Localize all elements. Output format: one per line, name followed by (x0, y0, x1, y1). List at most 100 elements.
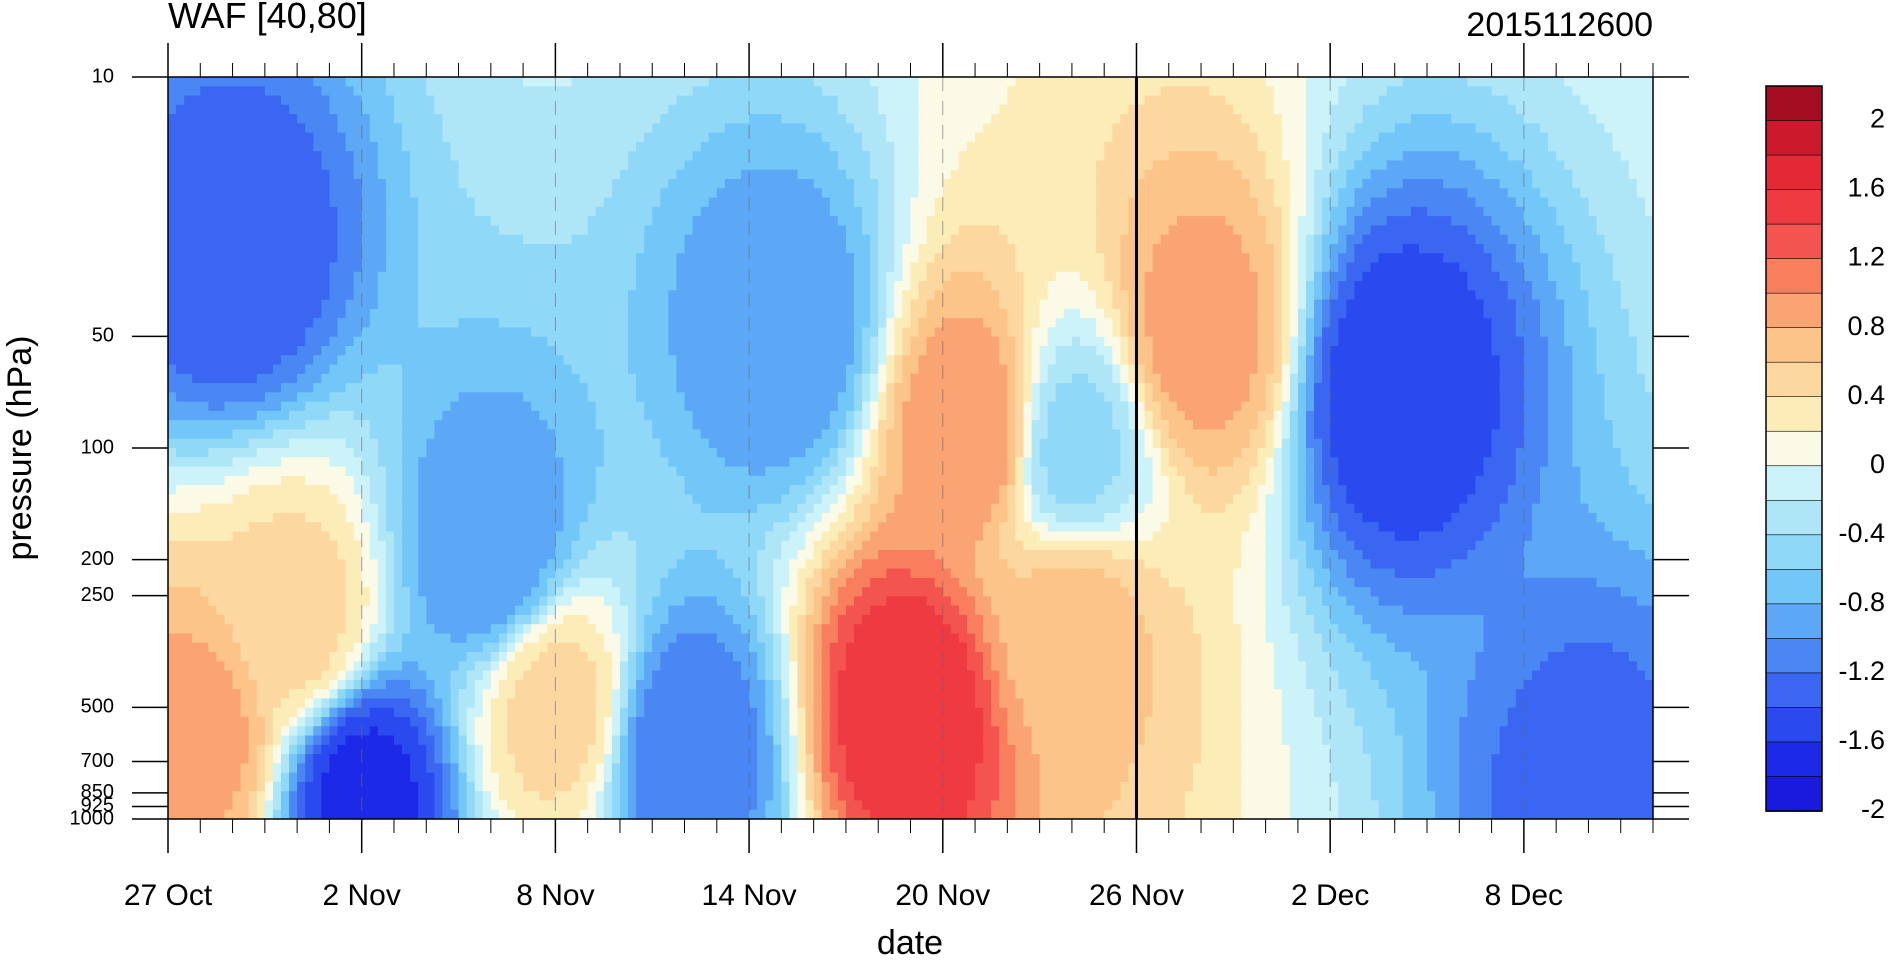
heat-cell (410, 225, 419, 236)
heat-cell (1548, 271, 1557, 282)
heat-cell (531, 262, 540, 273)
heat-cell (837, 104, 847, 115)
heat-cell (579, 141, 589, 152)
heat-cell (289, 77, 298, 87)
heat-cell (1507, 234, 1517, 245)
heat-cell (329, 132, 339, 143)
heat-cell (523, 243, 532, 254)
heat-cell (571, 243, 581, 254)
heat-cell (1071, 86, 1081, 97)
heat-cell (1136, 206, 1146, 217)
heat-cell (886, 132, 895, 143)
heat-cell (902, 104, 912, 115)
heat-cell (305, 123, 314, 134)
heat-cell (934, 151, 944, 162)
heat-cell (426, 216, 435, 227)
heat-cell (474, 318, 484, 329)
heat-cell (280, 114, 290, 124)
heat-cell (1427, 188, 1436, 199)
heat-cell (289, 281, 298, 291)
heat-cell (1096, 290, 1105, 301)
heat-cell (498, 95, 508, 106)
heat-cell (393, 281, 403, 291)
heat-cell (1233, 206, 1242, 217)
heat-cell (886, 225, 895, 236)
heat-cell (1362, 318, 1372, 329)
heat-cell (393, 216, 403, 227)
heat-cell (1225, 123, 1234, 134)
heat-cell (1055, 271, 1065, 282)
heat-cell (305, 216, 314, 227)
heat-cell (773, 262, 782, 273)
heat-cell (1039, 114, 1049, 124)
heat-cell (450, 262, 460, 273)
heat-cell (1176, 308, 1186, 319)
heat-cell (1475, 104, 1485, 115)
heat-cell (410, 169, 419, 180)
heat-cell (1112, 160, 1121, 171)
heat-cell (1257, 262, 1267, 273)
heat-cell (1644, 216, 1653, 227)
heat-cell (1289, 318, 1299, 329)
heat-cell (660, 141, 669, 152)
heat-cell (837, 206, 847, 217)
heat-cell (644, 290, 653, 301)
heat-cell (272, 308, 282, 319)
heat-cell (1257, 77, 1267, 87)
heat-cell (523, 253, 532, 264)
heat-cell (531, 95, 540, 106)
heat-cell (1588, 95, 1598, 106)
heat-cell (515, 104, 524, 115)
heat-cell (1467, 234, 1477, 245)
heat-cell (708, 225, 718, 236)
heat-cell (377, 327, 387, 338)
heat-cell (660, 206, 669, 217)
heat-cell (708, 281, 718, 291)
heat-cell (393, 77, 403, 87)
heat-cell (749, 234, 758, 245)
heat-cell (523, 281, 532, 291)
heat-cell (490, 225, 500, 236)
heat-cell (1289, 188, 1299, 199)
heat-cell (1451, 77, 1460, 87)
heat-cell (700, 308, 710, 319)
heat-cell (1055, 95, 1065, 106)
heat-cell (490, 169, 500, 180)
heat-cell (571, 77, 581, 87)
heat-cell (1297, 225, 1307, 236)
heat-cell (1556, 77, 1565, 87)
heat-cell (1112, 179, 1121, 189)
heat-cell (361, 179, 371, 189)
heat-cell (1435, 206, 1444, 217)
heat-cell (902, 86, 912, 97)
heat-cell (1136, 308, 1146, 319)
heat-cell (1160, 114, 1170, 124)
heat-cell (1515, 123, 1525, 134)
heat-cell (1531, 151, 1541, 162)
heat-cell (1241, 77, 1251, 87)
heat-cell (216, 327, 226, 338)
heat-cell (708, 86, 718, 97)
heat-cell (1338, 262, 1347, 273)
heat-cell (1531, 160, 1541, 171)
heat-cell (1217, 234, 1226, 245)
heat-cell (418, 123, 427, 134)
heat-cell (1314, 197, 1323, 208)
heat-cell (652, 271, 661, 282)
heat-cell (571, 206, 581, 217)
heat-cell (603, 179, 613, 189)
heat-cell (652, 234, 661, 245)
heat-cell (506, 169, 516, 180)
heat-cell (385, 327, 395, 338)
heat-cell (1209, 318, 1218, 329)
heat-cell (1467, 151, 1477, 162)
heat-cell (264, 225, 274, 236)
heat-cell (797, 188, 807, 199)
heat-cell (539, 290, 548, 301)
heat-cell (337, 151, 347, 162)
heat-cell (983, 141, 992, 152)
heat-cell (1031, 197, 1041, 208)
heat-cell (1233, 95, 1242, 106)
heat-cell (1031, 216, 1041, 227)
heat-cell (297, 290, 306, 301)
